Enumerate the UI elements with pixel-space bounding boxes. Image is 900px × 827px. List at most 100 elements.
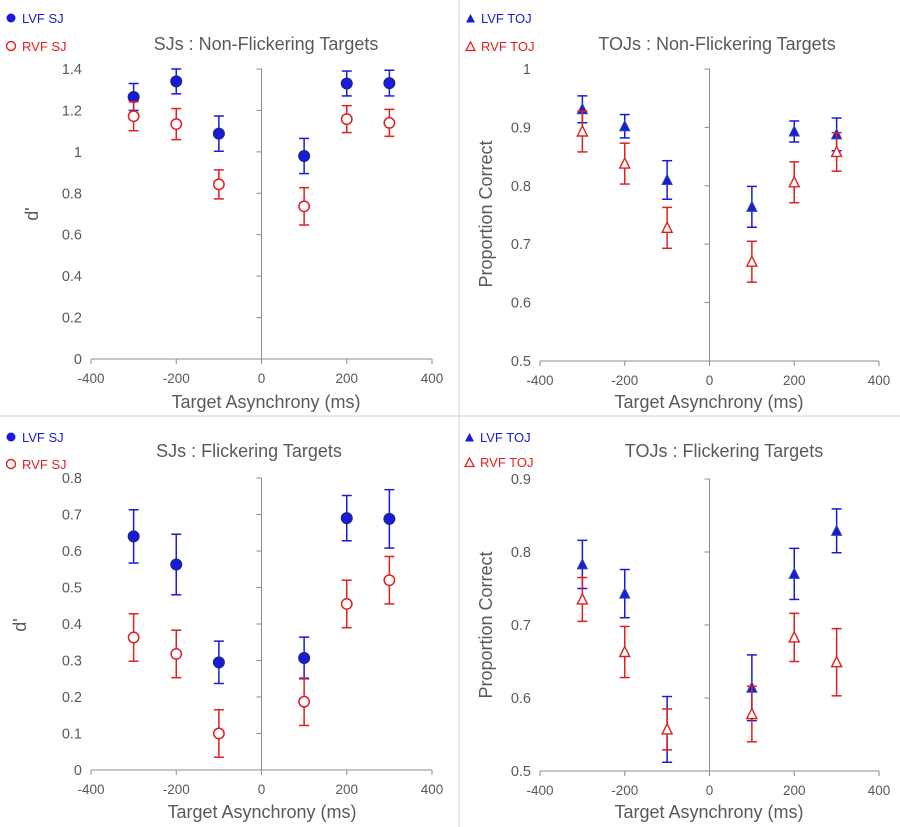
plot-area: -400 -200 0 200 400 0 0.2 0.4 0.6 0.8 1 1.2 1.4 [62, 62, 443, 386]
y-tick-label: 0.6 [511, 296, 531, 312]
legend-label-lvf-sj: LVF SJ [22, 11, 64, 26]
legend-label-lvf-sj: LVF SJ [22, 430, 64, 445]
x-axis-label: Target Asynchrony (ms) [167, 802, 356, 822]
data-point [618, 644, 631, 658]
data-point [170, 647, 183, 660]
data-point [170, 75, 183, 88]
y-tick-label: 0.8 [62, 186, 82, 202]
panel-title: SJs : Non-Flickering Targets [154, 34, 379, 54]
x-tick-label: 200 [783, 783, 806, 798]
data-point [660, 220, 674, 234]
plot-area: -400 -200 0 200 400 0.5 0.6 0.7 0.8 0.9 1 [511, 62, 890, 388]
data-point [788, 124, 801, 137]
data-point [212, 727, 225, 740]
x-tick-label: 0 [258, 782, 266, 797]
data-point [127, 631, 140, 644]
y-tick-label: 0.7 [62, 508, 82, 524]
x-tick-label: -400 [77, 371, 104, 386]
plot-area: -400 -200 0 200 400 0.5 0.6 0.7 0.8 0.9 [511, 472, 890, 798]
x-axis-label: Target Asynchrony (ms) [171, 392, 360, 412]
y-tick-label: 0.7 [511, 237, 531, 253]
data-point [383, 77, 396, 90]
panel-title: TOJs : Flickering Targets [625, 441, 823, 461]
x-axis-label: Target Asynchrony (ms) [614, 802, 803, 822]
panel-sj-non-flickering: SJs : Non-Flickering Targets Target Asyn… [5, 11, 443, 412]
x-tick-label: 200 [335, 371, 358, 386]
data-point [576, 592, 589, 605]
x-tick-label: 400 [868, 373, 891, 388]
y-tick-label: 1.2 [62, 103, 82, 119]
data-point [383, 512, 396, 525]
x-tick-label: -200 [611, 373, 638, 388]
y-tick-label: 0 [74, 352, 82, 368]
x-tick-label: 0 [706, 783, 714, 798]
legend-label-lvf-toj: LVF TOJ [480, 430, 531, 445]
data-point [127, 530, 140, 543]
series-rvf-toj [576, 110, 843, 283]
legend-label-rvf-toj: RVF TOJ [480, 455, 533, 470]
legend-label-rvf-sj: RVF SJ [22, 39, 67, 54]
y-tick-label: 0.4 [62, 269, 82, 285]
panel-title: SJs : Flickering Targets [156, 441, 342, 461]
data-point [830, 524, 843, 536]
legend: LVF TOJ RVF TOJ [463, 430, 533, 470]
legend: LVF SJ RVF SJ [5, 430, 67, 472]
x-tick-label: 400 [421, 371, 444, 386]
data-point [618, 156, 631, 169]
data-point [298, 651, 311, 664]
data-point [340, 597, 353, 610]
data-point [618, 119, 631, 132]
series-rvf-toj [576, 576, 843, 751]
x-tick-label: 200 [783, 373, 806, 388]
y-tick-label: 0.2 [62, 690, 82, 706]
data-point [830, 655, 843, 668]
data-point [660, 722, 674, 735]
y-axis-label: d' [22, 207, 42, 220]
data-point [746, 200, 758, 212]
plot-area: -400 -200 0 200 400 0 0.1 0.2 0.3 0.4 0.5 0.6 0.7 0.8 [62, 471, 443, 797]
data-point [788, 175, 801, 188]
x-tick-label: -200 [163, 782, 190, 797]
legend-marker-rvf-toj [464, 40, 477, 52]
y-tick-label: 1 [74, 145, 82, 161]
data-point [618, 586, 631, 599]
data-point [298, 200, 311, 213]
x-tick-label: 0 [258, 371, 266, 386]
legend-marker-lvf-toj [465, 433, 474, 442]
x-tick-label: 400 [868, 783, 891, 798]
y-axis-label: Proportion Correct [476, 140, 496, 287]
x-tick-label: 200 [335, 782, 358, 797]
legend-marker-lvf-sj [6, 432, 16, 442]
x-tick-label: 400 [421, 782, 444, 797]
data-point [383, 574, 396, 587]
legend-marker-rvf-sj [5, 40, 17, 52]
y-tick-label: 0.7 [511, 618, 531, 634]
y-tick-label: 0.6 [62, 228, 82, 244]
x-tick-label: 0 [706, 373, 714, 388]
y-tick-label: 0.6 [62, 544, 82, 560]
y-tick-label: 0.5 [62, 581, 82, 597]
y-tick-label: 0.1 [62, 727, 82, 743]
x-tick-label: -400 [77, 782, 104, 797]
y-tick-label: 0.8 [62, 471, 82, 487]
series-rvf-sj [127, 100, 396, 226]
panel-sj-flickering: SJs : Flickering Targets Target Asynchro… [5, 430, 443, 822]
x-tick-label: -400 [526, 373, 553, 388]
y-tick-label: 1.4 [62, 62, 82, 78]
data-point [212, 127, 225, 140]
y-tick-label: 0.5 [511, 354, 531, 370]
legend-label-rvf-sj: RVF SJ [22, 457, 67, 472]
y-tick-label: 0 [74, 763, 82, 779]
y-tick-label: 0.9 [511, 472, 531, 488]
data-point [383, 116, 396, 129]
legend-marker-rvf-sj [5, 458, 17, 470]
data-point [661, 173, 673, 185]
data-point [212, 656, 225, 669]
y-tick-label: 0.8 [511, 179, 531, 195]
data-point [127, 90, 140, 103]
data-point [170, 558, 183, 571]
x-tick-label: -200 [611, 783, 638, 798]
data-point [576, 124, 589, 137]
data-point [340, 77, 353, 90]
